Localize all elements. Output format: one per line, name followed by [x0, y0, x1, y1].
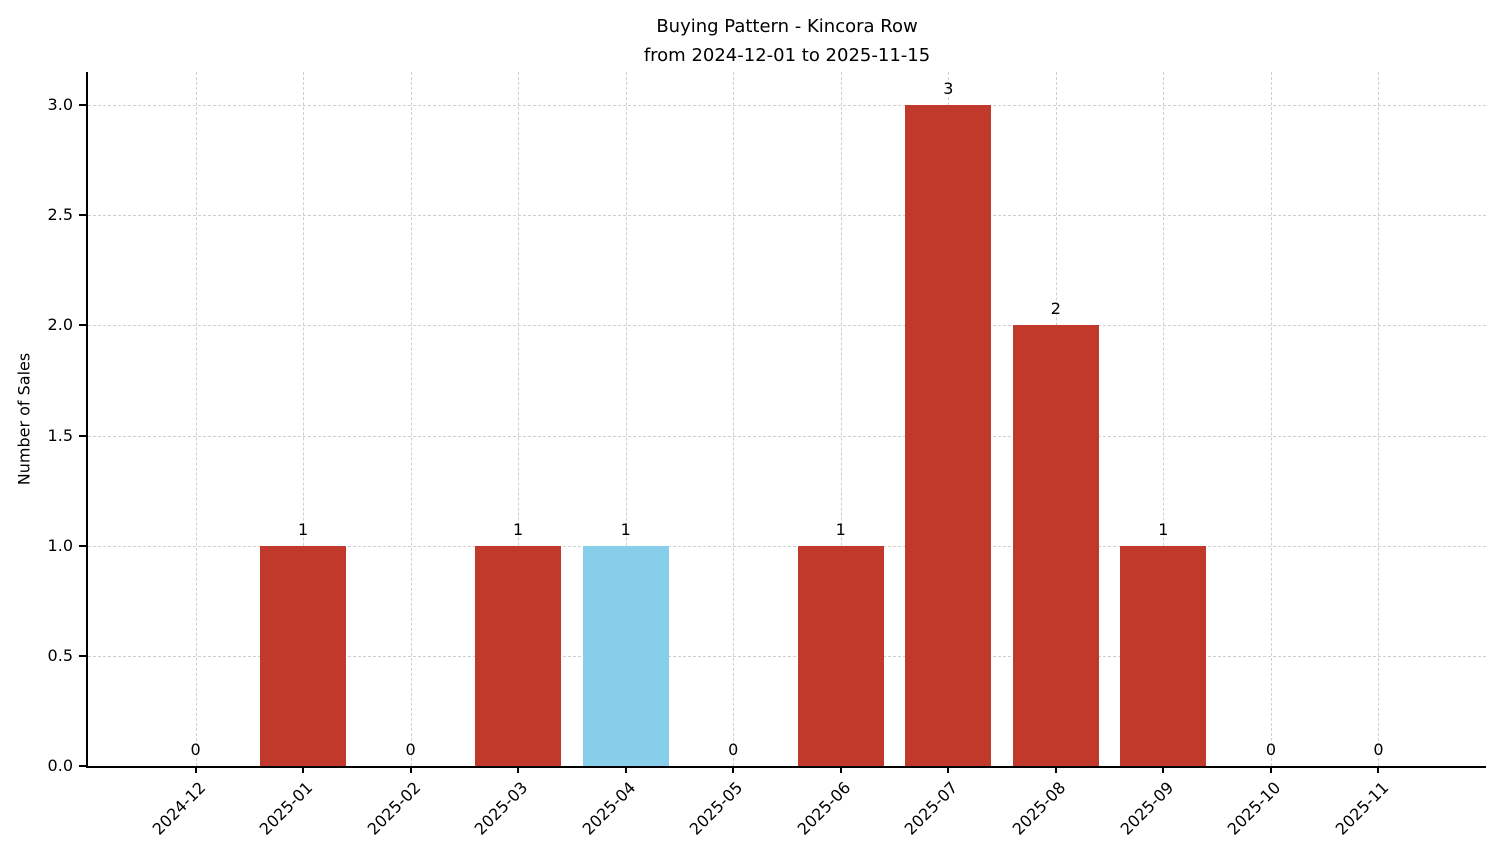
bar-label: 0 [1373, 740, 1384, 759]
bar [582, 545, 669, 766]
gridline-vertical [1378, 72, 1380, 766]
bar-label: 3 [943, 79, 954, 99]
x-tick-mark [302, 766, 305, 773]
bar [1120, 545, 1207, 766]
y-tick-label: 3.0 [47, 95, 73, 115]
gridline-horizontal [88, 105, 1486, 107]
y-tick-mark [79, 434, 86, 437]
chart-subtitle: from 2024-12-01 to 2025-11-15 [643, 45, 931, 66]
y-tick-label: 0.5 [47, 645, 73, 665]
bar-label: 2 [1050, 299, 1061, 319]
gridline-horizontal [88, 215, 1486, 217]
gridline-vertical [625, 72, 627, 766]
y-axis-line [86, 72, 88, 766]
x-tick-mark [1269, 766, 1272, 773]
x-tick-mark [1162, 766, 1165, 773]
gridline-vertical [410, 72, 412, 766]
plot-area: 0 1 0 1 1 0 1 3 2 1 0 0 [86, 72, 1486, 768]
gridline-vertical [195, 72, 197, 766]
x-axis-line [86, 766, 1486, 768]
bar-label: 0 [728, 740, 739, 759]
y-tick-label: 1.5 [47, 425, 73, 445]
gridline-horizontal [88, 435, 1486, 437]
y-tick-mark [79, 324, 86, 327]
x-tick-mark [517, 766, 520, 773]
x-tick-mark [409, 766, 412, 773]
bar [1012, 325, 1099, 766]
y-tick-label: 2.0 [47, 315, 73, 335]
gridline-vertical [1270, 72, 1272, 766]
gridline-horizontal [88, 545, 1486, 547]
x-tick-label-text: 2025-11 [1331, 778, 1392, 839]
gridline-vertical [518, 72, 520, 766]
chart-title: Buying Pattern - Kincora Row [656, 16, 918, 37]
bar [797, 545, 884, 766]
y-axis-title-text: Number of Sales [14, 352, 34, 486]
x-tick-mark [732, 766, 735, 773]
y-tick-label: 1.0 [47, 535, 73, 555]
x-tick-mark [194, 766, 197, 773]
y-tick-mark [79, 544, 86, 547]
gridline-horizontal [88, 325, 1486, 327]
bar-label: 1 [513, 519, 524, 539]
bar [475, 545, 562, 766]
y-tick-mark [79, 765, 86, 767]
y-tick-mark [79, 104, 86, 107]
bar-label: 1 [297, 519, 309, 539]
bar-label: 1 [620, 519, 631, 539]
bar-label: 1 [835, 519, 846, 539]
y-tick-mark [79, 214, 86, 217]
x-tick-mark [1054, 766, 1057, 773]
gridline-horizontal [88, 655, 1486, 657]
bar-label: 0 [1265, 740, 1277, 759]
bar-label: 0 [190, 740, 201, 759]
bar [260, 545, 347, 766]
chart-title-block: Buying Pattern - Kincora Row from 2024-1… [88, 12, 1486, 70]
gridline-vertical [303, 72, 305, 766]
x-tick-mark [947, 766, 950, 773]
y-tick-mark [79, 654, 86, 657]
x-tick-mark [839, 766, 842, 773]
x-tick-mark [1377, 766, 1380, 773]
x-tick-mark [624, 766, 627, 773]
bar-label: 0 [405, 740, 416, 759]
bar [905, 105, 992, 766]
bar-label: 1 [1158, 519, 1169, 539]
gridline-vertical [1163, 72, 1165, 766]
x-tick-label: 2025-11 [1218, 778, 1392, 839]
y-tick-label: 0.0 [47, 756, 73, 775]
gridline-vertical [733, 72, 735, 766]
y-tick-label: 2.5 [47, 205, 73, 225]
gridline-vertical [840, 72, 842, 766]
